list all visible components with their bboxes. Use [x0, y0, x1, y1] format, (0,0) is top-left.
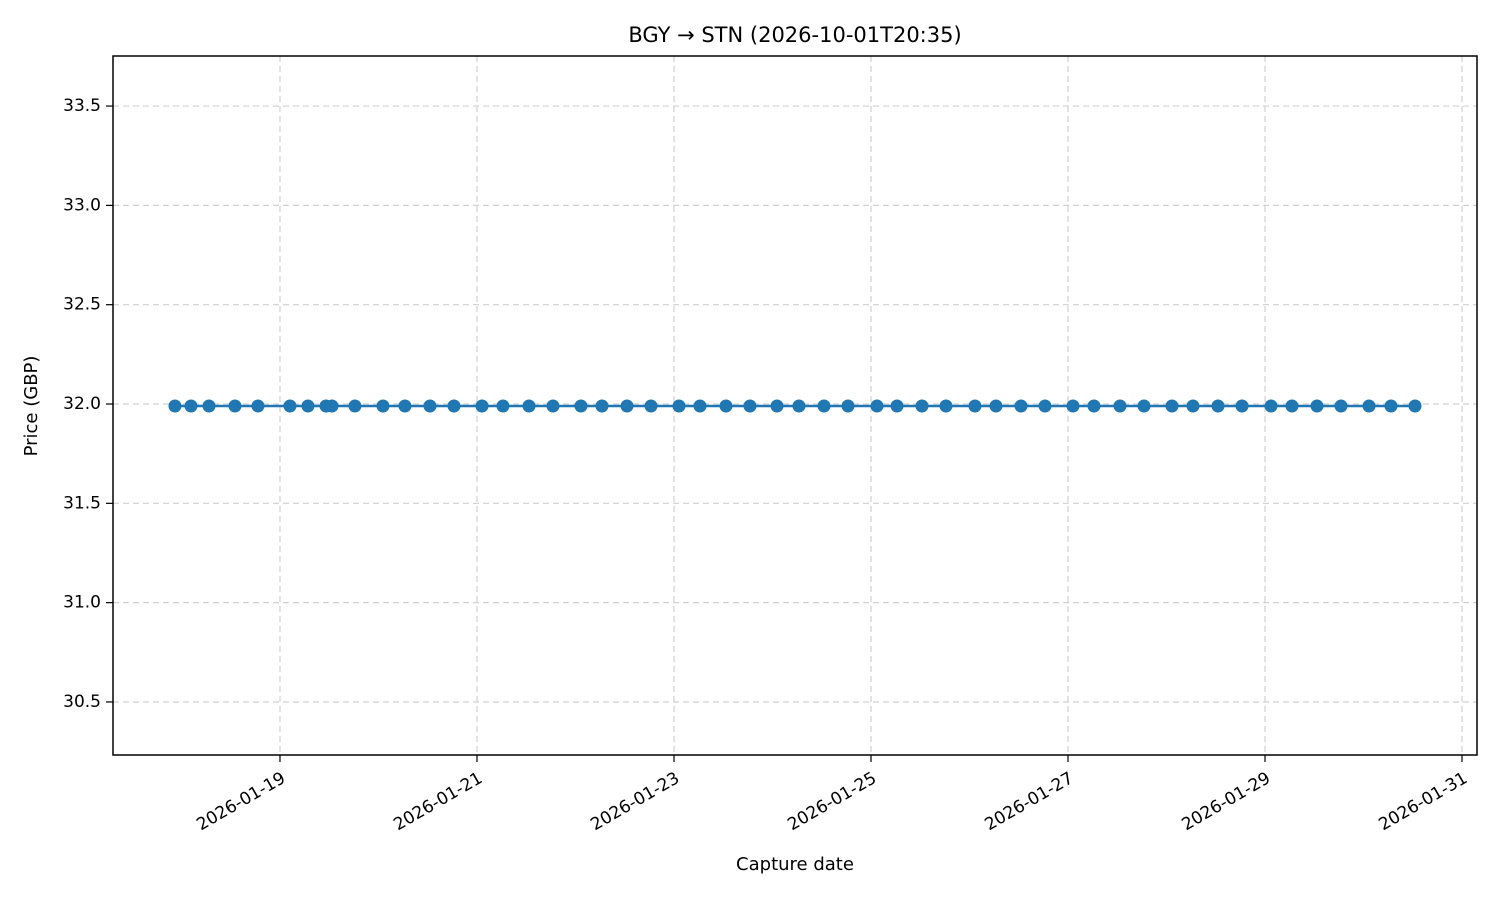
point — [184, 399, 198, 413]
point — [1186, 399, 1200, 413]
point — [574, 399, 588, 413]
y-tick-label: 33.5 — [63, 96, 101, 116]
point — [1235, 399, 1249, 413]
point — [1038, 399, 1052, 413]
point — [228, 399, 242, 413]
point — [841, 399, 855, 413]
point — [496, 399, 510, 413]
point — [620, 399, 634, 413]
point — [1137, 399, 1151, 413]
point — [915, 399, 929, 413]
point — [1113, 399, 1127, 413]
point — [870, 399, 884, 413]
point — [989, 399, 1003, 413]
point — [595, 399, 609, 413]
point — [743, 399, 757, 413]
point — [1165, 399, 1179, 413]
point — [475, 399, 489, 413]
point — [348, 399, 362, 413]
point — [968, 399, 982, 413]
y-tick-label: 31.0 — [63, 593, 101, 613]
point — [522, 399, 536, 413]
y-tick-label: 30.5 — [63, 692, 101, 712]
point — [376, 399, 390, 413]
y-tick-label: 32.5 — [63, 295, 101, 315]
point — [423, 399, 437, 413]
point — [890, 399, 904, 413]
point — [1384, 399, 1398, 413]
point — [546, 399, 560, 413]
point — [168, 399, 182, 413]
point — [644, 399, 658, 413]
point — [1066, 399, 1080, 413]
y-tick-label: 32.0 — [63, 394, 101, 414]
point — [770, 399, 784, 413]
point — [1310, 399, 1324, 413]
point — [251, 399, 265, 413]
y-axis-label: Price (GBP) — [21, 356, 42, 457]
y-tick-label: 31.5 — [63, 493, 101, 513]
point — [398, 399, 412, 413]
chart-title: BGY → STN (2026-10-01T20:35) — [628, 23, 961, 47]
point — [1264, 399, 1278, 413]
point — [447, 399, 461, 413]
plot-frame — [112, 55, 1478, 756]
point — [1408, 399, 1422, 413]
point — [301, 399, 315, 413]
point — [672, 399, 686, 413]
x-axis-label: Capture date — [736, 854, 854, 875]
point — [693, 399, 707, 413]
point — [1285, 399, 1299, 413]
point — [719, 399, 733, 413]
point — [939, 399, 953, 413]
point — [792, 399, 806, 413]
point — [325, 399, 339, 413]
point — [1087, 399, 1101, 413]
point — [817, 399, 831, 413]
point — [1334, 399, 1348, 413]
point — [1362, 399, 1376, 413]
point — [1211, 399, 1225, 413]
point — [283, 399, 297, 413]
y-tick-label: 33.0 — [63, 195, 101, 215]
point — [1014, 399, 1028, 413]
point — [202, 399, 216, 413]
